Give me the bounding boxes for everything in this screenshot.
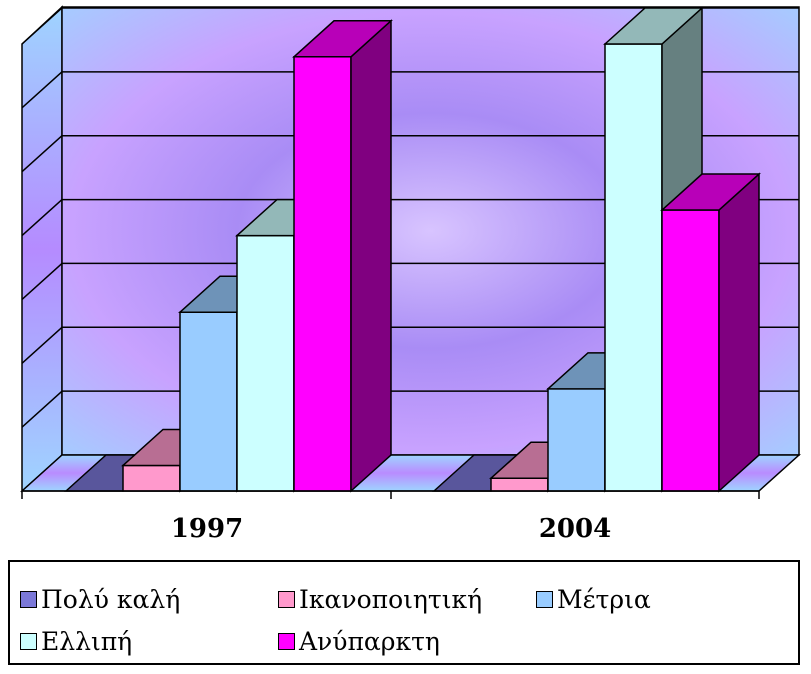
bar-front: [122, 464, 181, 492]
category-label-2004: 2004: [539, 514, 611, 544]
gridline-side: [21, 71, 63, 109]
legend: Πολύ καλή Ικανοποιητική Μέτρια Ελλιπή Αν…: [8, 560, 800, 665]
gridline-side: [21, 262, 63, 300]
gridline-side: [21, 326, 63, 364]
legend-item-series-1: Πολύ καλή: [20, 585, 180, 614]
chart-3d-column: 1997 2004: [20, 5, 801, 544]
bar-top: [603, 7, 704, 45]
side-wall: [21, 5, 63, 493]
bar-front: [293, 56, 352, 492]
bar-front: [604, 43, 663, 492]
gridline-side: [21, 390, 63, 428]
category-label-1997: 1997: [171, 514, 243, 544]
legend-item-series-4: Ελλιπή: [20, 627, 132, 656]
bar-1997-series-5: [292, 19, 393, 493]
bar-side: [718, 172, 760, 493]
legend-item-series-2: Ικανοποιητική: [278, 585, 482, 614]
bars: [64, 6, 761, 493]
gridline-side: [21, 199, 63, 237]
bar-top: [292, 20, 393, 58]
bar-front: [547, 388, 606, 492]
legend-swatch: [20, 633, 37, 650]
bar-side: [350, 19, 392, 493]
legend-label: Μέτρια: [557, 585, 651, 614]
legend-label: Πολύ καλή: [41, 585, 181, 614]
legend-item-series-5: Ανύπαρκτη: [278, 627, 440, 656]
legend-item-series-3: Μέτρια: [536, 585, 651, 614]
bar-front: [661, 209, 720, 492]
bar-top: [660, 173, 761, 211]
legend-swatch: [20, 591, 37, 608]
legend-label: Ικανοποιητική: [299, 585, 483, 614]
bar-front: [490, 477, 549, 492]
gridline-side: [21, 135, 63, 173]
gridline-side: [21, 7, 63, 45]
bar-2004-series-5: [660, 172, 761, 493]
legend-swatch: [278, 591, 295, 608]
bar-front: [236, 234, 295, 492]
legend-label: Ελλιπή: [41, 627, 133, 656]
bar-front: [179, 311, 238, 492]
legend-label: Ανύπαρκτη: [299, 627, 440, 656]
legend-swatch: [278, 633, 295, 650]
legend-swatch: [536, 591, 553, 608]
